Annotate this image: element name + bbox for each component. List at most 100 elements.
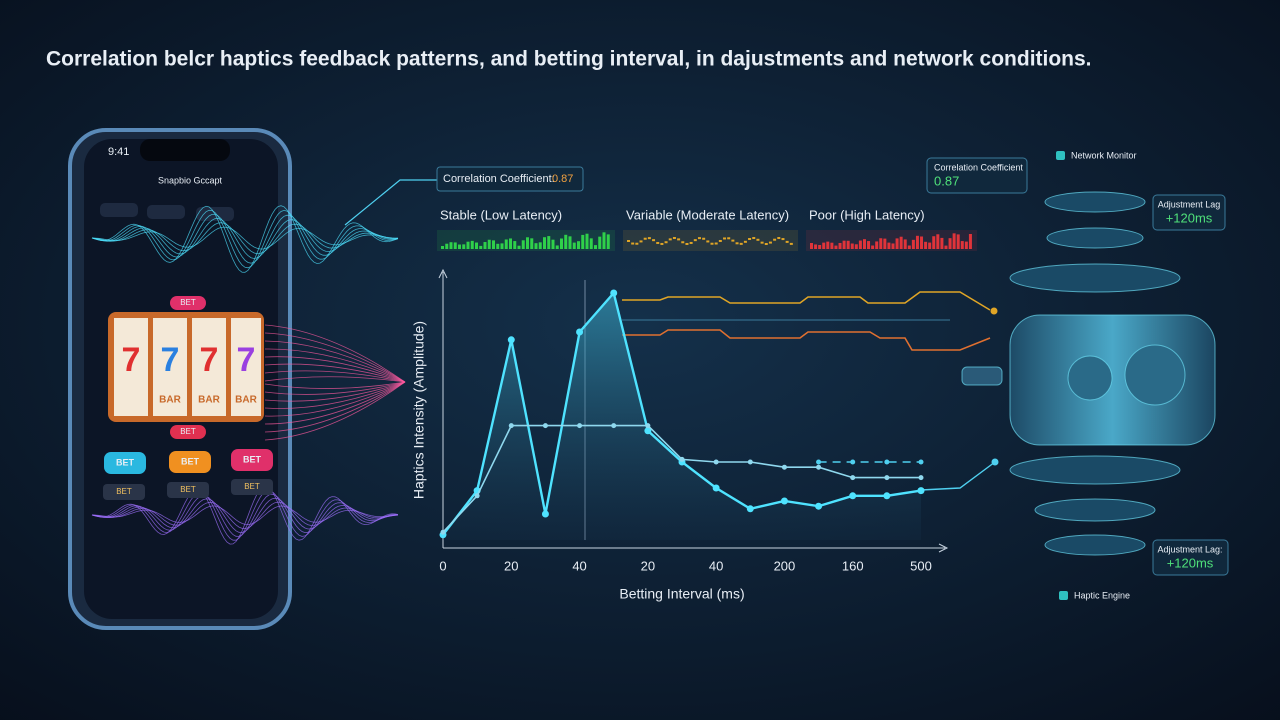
x-tick-label: 200 <box>774 558 796 573</box>
point <box>645 423 651 429</box>
latency-tick <box>924 241 928 249</box>
point <box>610 289 618 297</box>
small-button-label: BET <box>244 482 260 491</box>
latency-tick <box>445 243 449 249</box>
lag-box <box>1152 539 1229 576</box>
latency-label: Variable (Moderate Latency) <box>626 207 789 222</box>
point <box>747 459 753 465</box>
node <box>990 307 998 315</box>
disc <box>1046 227 1144 249</box>
latency-tick <box>475 242 478 249</box>
lag-label: Adjustment Lag <box>1158 199 1221 209</box>
wave <box>91 209 399 269</box>
wave <box>264 381 406 409</box>
wave <box>264 381 406 402</box>
latency-tick <box>964 241 968 249</box>
bet-badge <box>170 425 206 439</box>
x-tick-label: 20 <box>641 558 655 573</box>
latency-tick <box>748 238 752 241</box>
small-button-label: BET <box>116 487 132 496</box>
point <box>816 464 822 470</box>
y-arrow <box>438 268 448 279</box>
wave <box>264 348 406 383</box>
latency-tick <box>589 238 593 249</box>
wave <box>264 324 406 383</box>
latency-tick <box>714 242 718 245</box>
latency-tick <box>752 237 756 240</box>
latency-tick <box>743 240 747 243</box>
point <box>644 427 652 435</box>
latency-tick <box>598 236 602 249</box>
point <box>577 423 583 429</box>
latency-tick <box>551 239 555 249</box>
point <box>883 492 891 500</box>
latency-tick <box>458 244 461 249</box>
lag-label: Adjustment Lag: <box>1157 544 1222 554</box>
disc <box>1009 455 1181 485</box>
point <box>541 510 549 518</box>
latency-tick <box>940 237 944 249</box>
corr-value: 0.87 <box>552 173 573 185</box>
latency-tick <box>449 242 453 249</box>
latency-tick <box>768 241 772 244</box>
latency-tick <box>656 241 660 244</box>
latency-tick <box>685 242 689 245</box>
title: Correlation belcr haptics feedback patte… <box>46 48 1092 71</box>
point <box>816 459 822 465</box>
bet-button-label: BET <box>181 456 200 466</box>
latency-tick <box>968 234 972 249</box>
latency-tick <box>838 242 842 249</box>
node <box>991 458 999 466</box>
latency-tick <box>723 237 727 240</box>
small-button <box>103 484 145 500</box>
latency-tick <box>453 242 457 249</box>
x-tick-label: 20 <box>504 558 518 573</box>
net-title: Network Monitor <box>1071 150 1137 160</box>
disc <box>1034 498 1156 522</box>
latency-tick <box>932 236 936 249</box>
latency-tick <box>538 242 542 249</box>
x-axis-label: Betting Interval (ms) <box>619 586 744 602</box>
point <box>850 459 856 465</box>
disc <box>1044 534 1146 556</box>
latency-label: Poor (High Latency) <box>809 207 925 222</box>
reel <box>114 318 148 416</box>
reel-symbol: 7 <box>122 341 141 379</box>
corr-label: Correlation Coefficient: <box>443 173 555 185</box>
bet-button-label: BET <box>116 457 135 467</box>
latency-tick <box>875 241 879 249</box>
latency-tick <box>739 242 743 245</box>
latency-tick <box>509 238 512 249</box>
latency-tick <box>822 242 826 249</box>
latency-tick <box>727 237 731 240</box>
wave <box>264 381 406 441</box>
point <box>576 328 584 336</box>
point <box>474 493 480 499</box>
point <box>542 423 548 429</box>
reel <box>192 318 226 416</box>
latency-tick <box>731 239 735 242</box>
latency-tick <box>526 237 529 249</box>
wave <box>264 363 406 383</box>
notch <box>140 139 230 161</box>
latency-tick <box>887 242 891 249</box>
point <box>440 529 446 535</box>
latency-tick <box>850 243 854 249</box>
latency-tick <box>602 232 606 249</box>
point <box>746 505 754 513</box>
latency-tick <box>660 242 664 245</box>
latency-tick <box>668 238 672 241</box>
latency-tick <box>635 242 639 245</box>
latency-tick <box>764 242 768 245</box>
area <box>443 293 921 540</box>
latency-tick <box>631 242 635 245</box>
latency-tick <box>521 240 525 249</box>
latency-tick <box>891 243 895 249</box>
reel-bar: BAR <box>198 395 220 406</box>
wave <box>264 370 406 383</box>
wave <box>91 222 399 255</box>
latency-tick <box>718 239 722 242</box>
reel-bar: BAR <box>159 395 181 406</box>
icon <box>1059 591 1068 600</box>
